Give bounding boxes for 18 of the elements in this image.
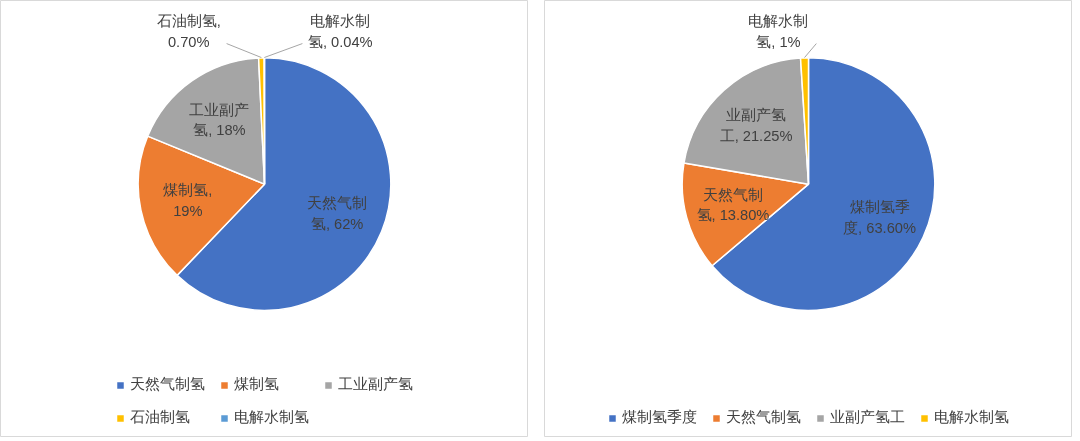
legend-label: 煤制氢 (234, 375, 279, 394)
legend-label: 业副产氢工 (830, 408, 905, 427)
data-label: 电解水制氢, 0.04% (307, 13, 373, 50)
data-label: 业副产氢工, 21.25% (719, 107, 793, 145)
legend-label: 工业副产氢 (338, 375, 413, 394)
legend-label: 电解水制氢 (934, 408, 1009, 427)
data-label: 天然气制氢, 13.80% (696, 186, 770, 224)
legend-label: 煤制氢季度 (622, 408, 697, 427)
legend-label: 电解水制氢 (234, 408, 309, 427)
legend-label: 石油制氢 (130, 408, 190, 427)
legend-label: 天然气制氢 (130, 375, 205, 394)
data-label: 煤制氢, 19% (163, 182, 213, 219)
legend-label: 天然气制氢 (726, 408, 801, 427)
data-label: 电解水制氢, 1% (748, 13, 809, 50)
data-label: 天然气制氢, 62% (307, 195, 368, 232)
data-label: 煤制氢季度, 63.60% (843, 198, 916, 236)
data-label: 工业副产氢, 18% (189, 101, 250, 139)
data-label: 石油制氢, 0.70% (156, 13, 221, 50)
